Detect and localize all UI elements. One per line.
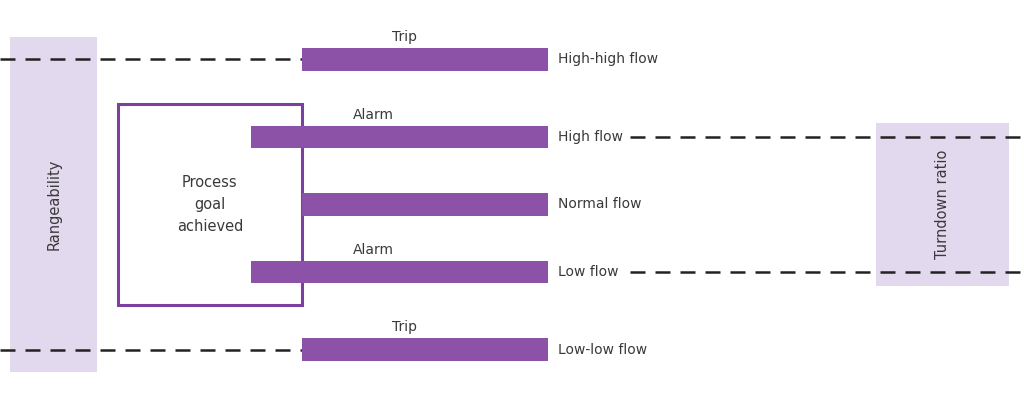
Text: High flow: High flow — [558, 130, 623, 144]
Bar — [251, 126, 548, 148]
Text: Alarm: Alarm — [353, 108, 394, 122]
Text: High-high flow: High-high flow — [558, 52, 658, 66]
Bar — [302, 193, 548, 216]
Text: Turndown ratio: Turndown ratio — [935, 150, 949, 259]
Bar — [302, 339, 548, 361]
Text: Alarm: Alarm — [353, 243, 394, 257]
Text: Low flow: Low flow — [558, 265, 618, 279]
Text: Rangeability: Rangeability — [46, 159, 61, 250]
Text: Normal flow: Normal flow — [558, 198, 642, 211]
Bar — [251, 261, 548, 283]
Bar — [10, 37, 97, 372]
Bar — [302, 48, 548, 70]
Bar — [876, 123, 1009, 286]
Bar — [118, 104, 302, 305]
Text: Trip: Trip — [392, 320, 417, 335]
Text: Process
goal
achieved: Process goal achieved — [177, 175, 243, 234]
Text: Trip: Trip — [392, 30, 417, 44]
Text: Low-low flow: Low-low flow — [558, 343, 647, 357]
